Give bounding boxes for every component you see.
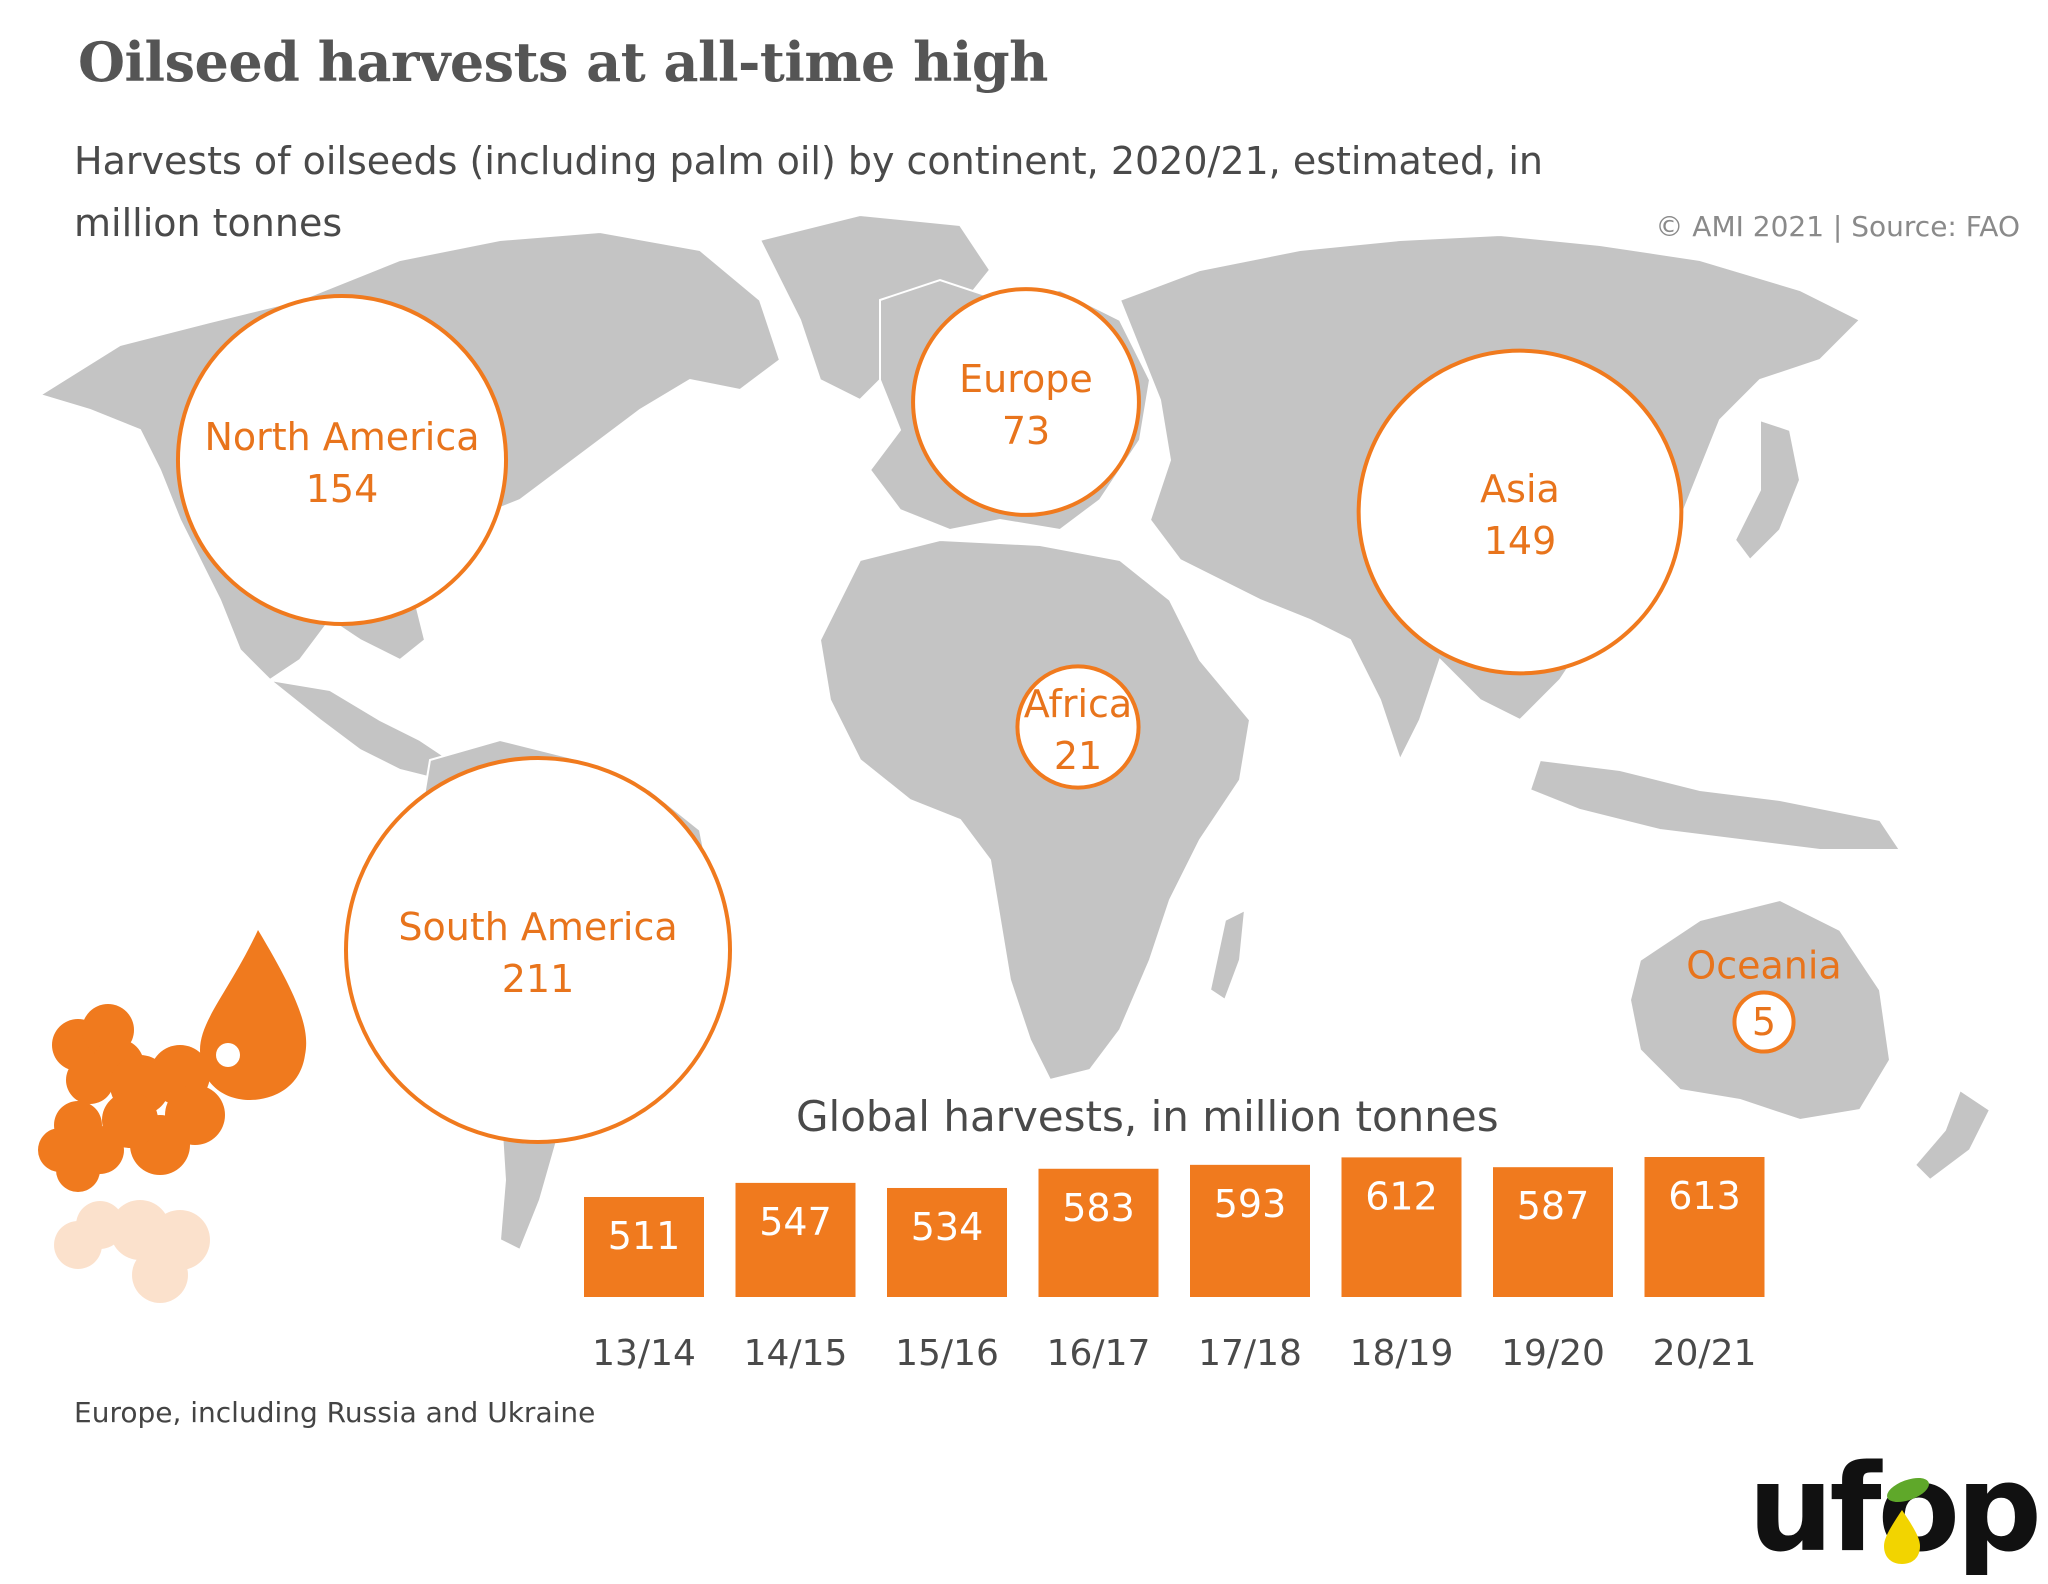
bar-category-label: 20/21 bbox=[1653, 1333, 1757, 1374]
bar-chart-title: Global harvests, in million tonnes bbox=[796, 1092, 1499, 1141]
bubble-value-oceania: 5 bbox=[1752, 1000, 1776, 1044]
chart-title: Oilseed harvests at all-time high bbox=[78, 30, 1048, 94]
bubble-value-europe: 73 bbox=[1002, 409, 1050, 453]
bar-value-label: 612 bbox=[1365, 1174, 1438, 1218]
bar bbox=[1190, 1164, 1310, 1297]
logo-drop-icon bbox=[1884, 1510, 1920, 1564]
bubble-label-oceania: Oceania bbox=[1686, 943, 1841, 987]
bar-value-label: 547 bbox=[759, 1200, 832, 1244]
flower-reflection bbox=[54, 1200, 210, 1303]
map-africa bbox=[818, 538, 1252, 1082]
bar-category-label: 15/16 bbox=[895, 1333, 999, 1374]
map-madagascar bbox=[1208, 908, 1247, 1002]
source-credit: © AMI 2021 | Source: FAO bbox=[1655, 210, 2020, 243]
bubble-north-america bbox=[175, 293, 509, 627]
flower-icons bbox=[38, 1004, 225, 1192]
bubble-europe bbox=[911, 287, 1141, 517]
logo-leaf-icon bbox=[1887, 1477, 1929, 1503]
bubble-south-america bbox=[344, 756, 732, 1144]
bar-category-label: 19/20 bbox=[1501, 1333, 1605, 1374]
bar-value-label: 587 bbox=[1517, 1184, 1590, 1228]
bar bbox=[735, 1182, 856, 1297]
footnote: Europe, including Russia and Ukraine bbox=[74, 1396, 596, 1429]
bar-value-label: 511 bbox=[608, 1214, 681, 1258]
bubble-label-north-america: North America bbox=[204, 415, 479, 459]
bubble-value-south-america: 211 bbox=[502, 957, 575, 1001]
bubble-value-north-america: 154 bbox=[306, 467, 379, 511]
bar bbox=[887, 1187, 1007, 1297]
bar-category-label: 14/15 bbox=[744, 1333, 848, 1374]
global-harvest-bars: 511 13/14 547 14/15 534 15/16 583 16/17 593 17/18… bbox=[584, 1157, 1765, 1374]
bar bbox=[1038, 1168, 1159, 1297]
bubble-value-africa: 21 bbox=[1054, 734, 1102, 778]
oil-drop-icon bbox=[200, 930, 307, 1100]
map-japan bbox=[1733, 418, 1802, 562]
bar bbox=[584, 1197, 704, 1297]
bubble-asia bbox=[1356, 348, 1684, 676]
bar-category-label: 16/17 bbox=[1047, 1333, 1151, 1374]
bar-value-label: 613 bbox=[1668, 1174, 1741, 1218]
bar-category-label: 18/19 bbox=[1350, 1333, 1454, 1374]
map-new-zealand bbox=[1913, 1088, 1992, 1182]
bar bbox=[1493, 1167, 1613, 1297]
bubble-africa bbox=[1015, 664, 1141, 790]
bar bbox=[1341, 1157, 1462, 1297]
continent-bubbles: North America 154 Europe 73 Asia 149 Africa 21 S… bbox=[175, 287, 1842, 1144]
chart-subtitle: Harvests of oilseeds (including palm oil… bbox=[74, 139, 1543, 245]
bar-category-label: 17/18 bbox=[1198, 1333, 1302, 1374]
bubble-label-south-america: South America bbox=[398, 905, 677, 949]
bubble-label-europe: Europe bbox=[959, 357, 1093, 401]
bar bbox=[1644, 1157, 1765, 1297]
bubble-label-africa: Africa bbox=[1024, 682, 1132, 726]
bar-value-label: 593 bbox=[1214, 1182, 1287, 1226]
bar-category-label: 13/14 bbox=[592, 1333, 696, 1374]
bar-value-label: 583 bbox=[1062, 1186, 1135, 1230]
bubble-oceania bbox=[1732, 990, 1796, 1054]
map-indonesia bbox=[1528, 758, 1902, 851]
bubble-label-asia: Asia bbox=[1480, 467, 1560, 511]
bar-value-label: 534 bbox=[911, 1205, 984, 1249]
bubble-value-asia: 149 bbox=[1484, 519, 1557, 563]
